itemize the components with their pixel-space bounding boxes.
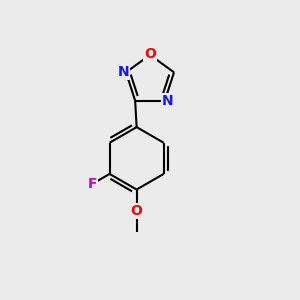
Text: O: O: [131, 204, 142, 218]
Text: F: F: [87, 177, 97, 191]
Text: N: N: [161, 94, 173, 108]
Text: O: O: [144, 47, 156, 61]
Text: N: N: [118, 65, 129, 79]
